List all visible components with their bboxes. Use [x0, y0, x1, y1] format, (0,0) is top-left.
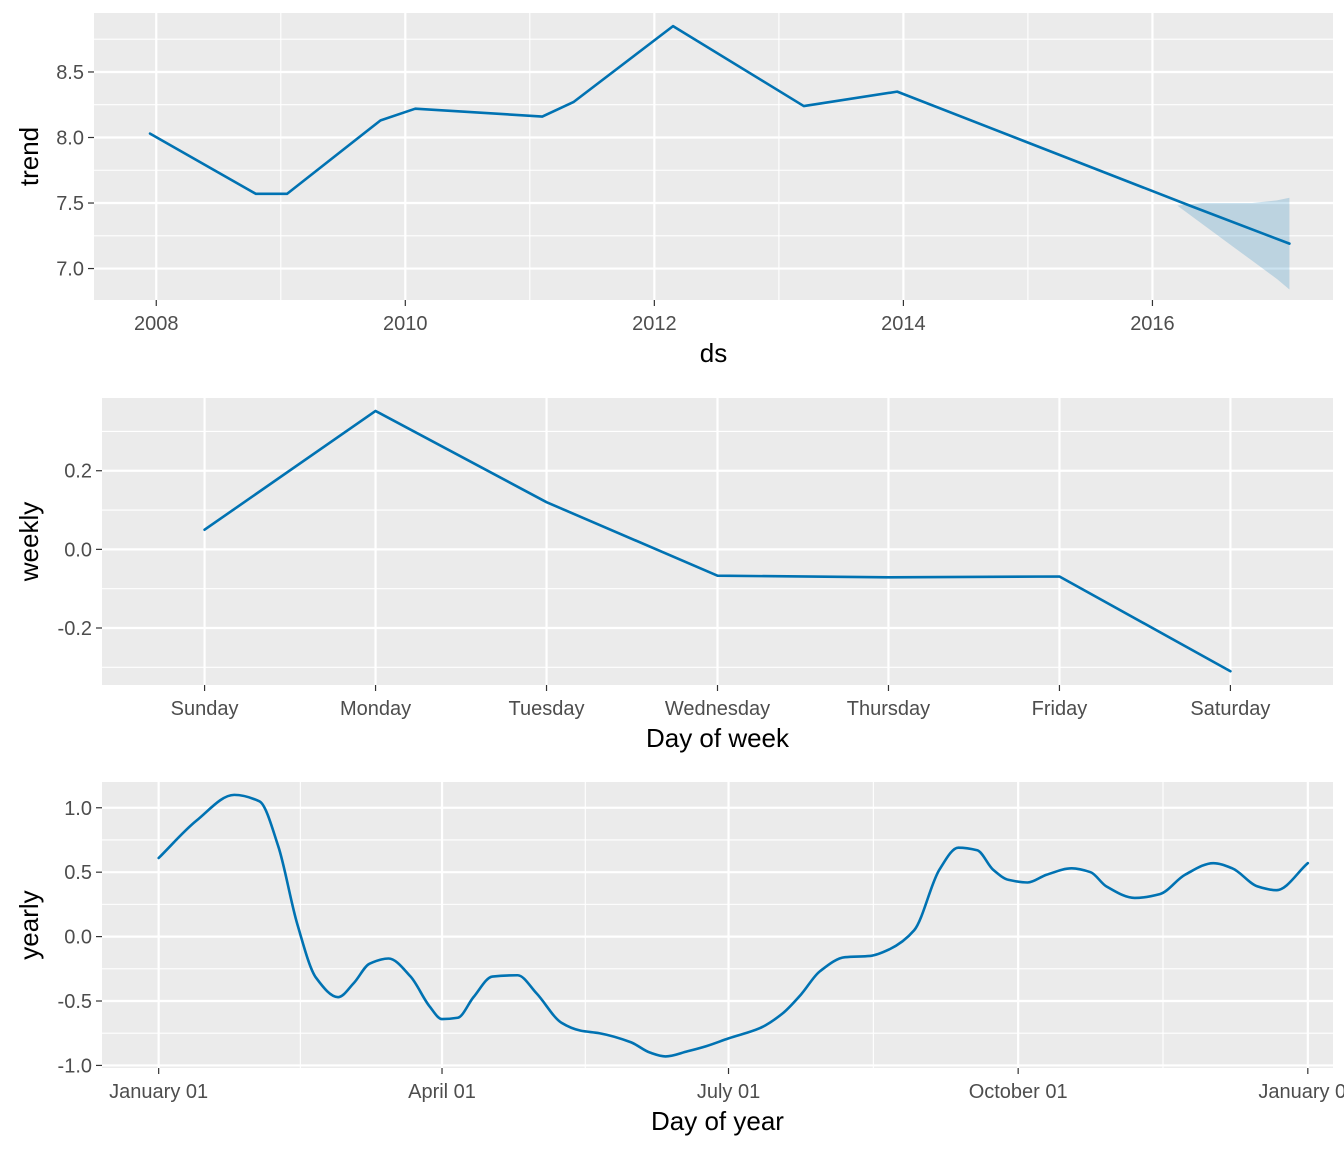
y-tick-label: 8.5: [56, 62, 84, 84]
y-axis-title: yearly: [14, 890, 44, 959]
x-axis-title: Day of week: [646, 723, 790, 753]
y-tick-label: 0.2: [64, 461, 92, 483]
x-tick-label: January 01: [109, 1081, 208, 1103]
y-tick-label: 0.0: [64, 539, 92, 561]
weekly-series-line: [203, 409, 1232, 673]
panel-yearly: January 01 April 01 July 01 October 01 Janua…: [14, 782, 1344, 1136]
yearly-series-line: [157, 793, 1310, 1058]
y-tick-label: -1.0: [58, 1055, 92, 1077]
x-tick-label: Saturday: [1190, 698, 1270, 720]
y-axis-title: weekly: [14, 502, 44, 582]
x-tick-label: Thursday: [847, 698, 930, 720]
x-tick-label: Friday: [1032, 698, 1088, 720]
x-tick-label: Wednesday: [665, 698, 770, 720]
x-tick-label: Tuesday: [509, 698, 585, 720]
y-tick-label: 7.5: [56, 193, 84, 215]
y-tick-label: -0.2: [58, 618, 92, 640]
x-tick-label: Sunday: [171, 698, 239, 720]
panel-weekly: Sunday Monday Tuesday Wednesday Thursday Frid…: [14, 398, 1333, 753]
x-tick-label: 2010: [383, 313, 428, 335]
x-tick-label: July 01: [697, 1081, 760, 1103]
x-tick-label: October 01: [969, 1081, 1068, 1103]
y-tick-label: 8.0: [56, 127, 84, 149]
panel-background: [102, 782, 1333, 1068]
y-tick-label: 0.5: [64, 862, 92, 884]
x-axis-title: Day of year: [651, 1106, 784, 1136]
y-axis-title: trend: [14, 127, 44, 186]
x-tick-label: Monday: [340, 698, 411, 720]
y-tick-label: 1.0: [64, 798, 92, 820]
x-tick-label: 2014: [881, 313, 926, 335]
x-tick-label: 2008: [134, 313, 179, 335]
x-axis-title: ds: [700, 338, 727, 368]
y-tick-label: 0.0: [64, 927, 92, 949]
x-tick-label: 2016: [1130, 313, 1175, 335]
y-tick-label: -0.5: [58, 991, 92, 1013]
panel-background: [94, 13, 1333, 300]
trend-series-line: [148, 24, 1291, 245]
y-tick-label: 7.0: [56, 259, 84, 281]
x-tick-label: January 01: [1258, 1081, 1344, 1103]
x-tick-label: April 01: [408, 1081, 476, 1103]
trend-uncertainty-band: [1177, 197, 1290, 290]
panel-trend: 2008 2010 2012 2014 2016 7.0 7.5 8.0 8.5 ds trend: [14, 13, 1333, 368]
x-tick-label: 2012: [632, 313, 677, 335]
